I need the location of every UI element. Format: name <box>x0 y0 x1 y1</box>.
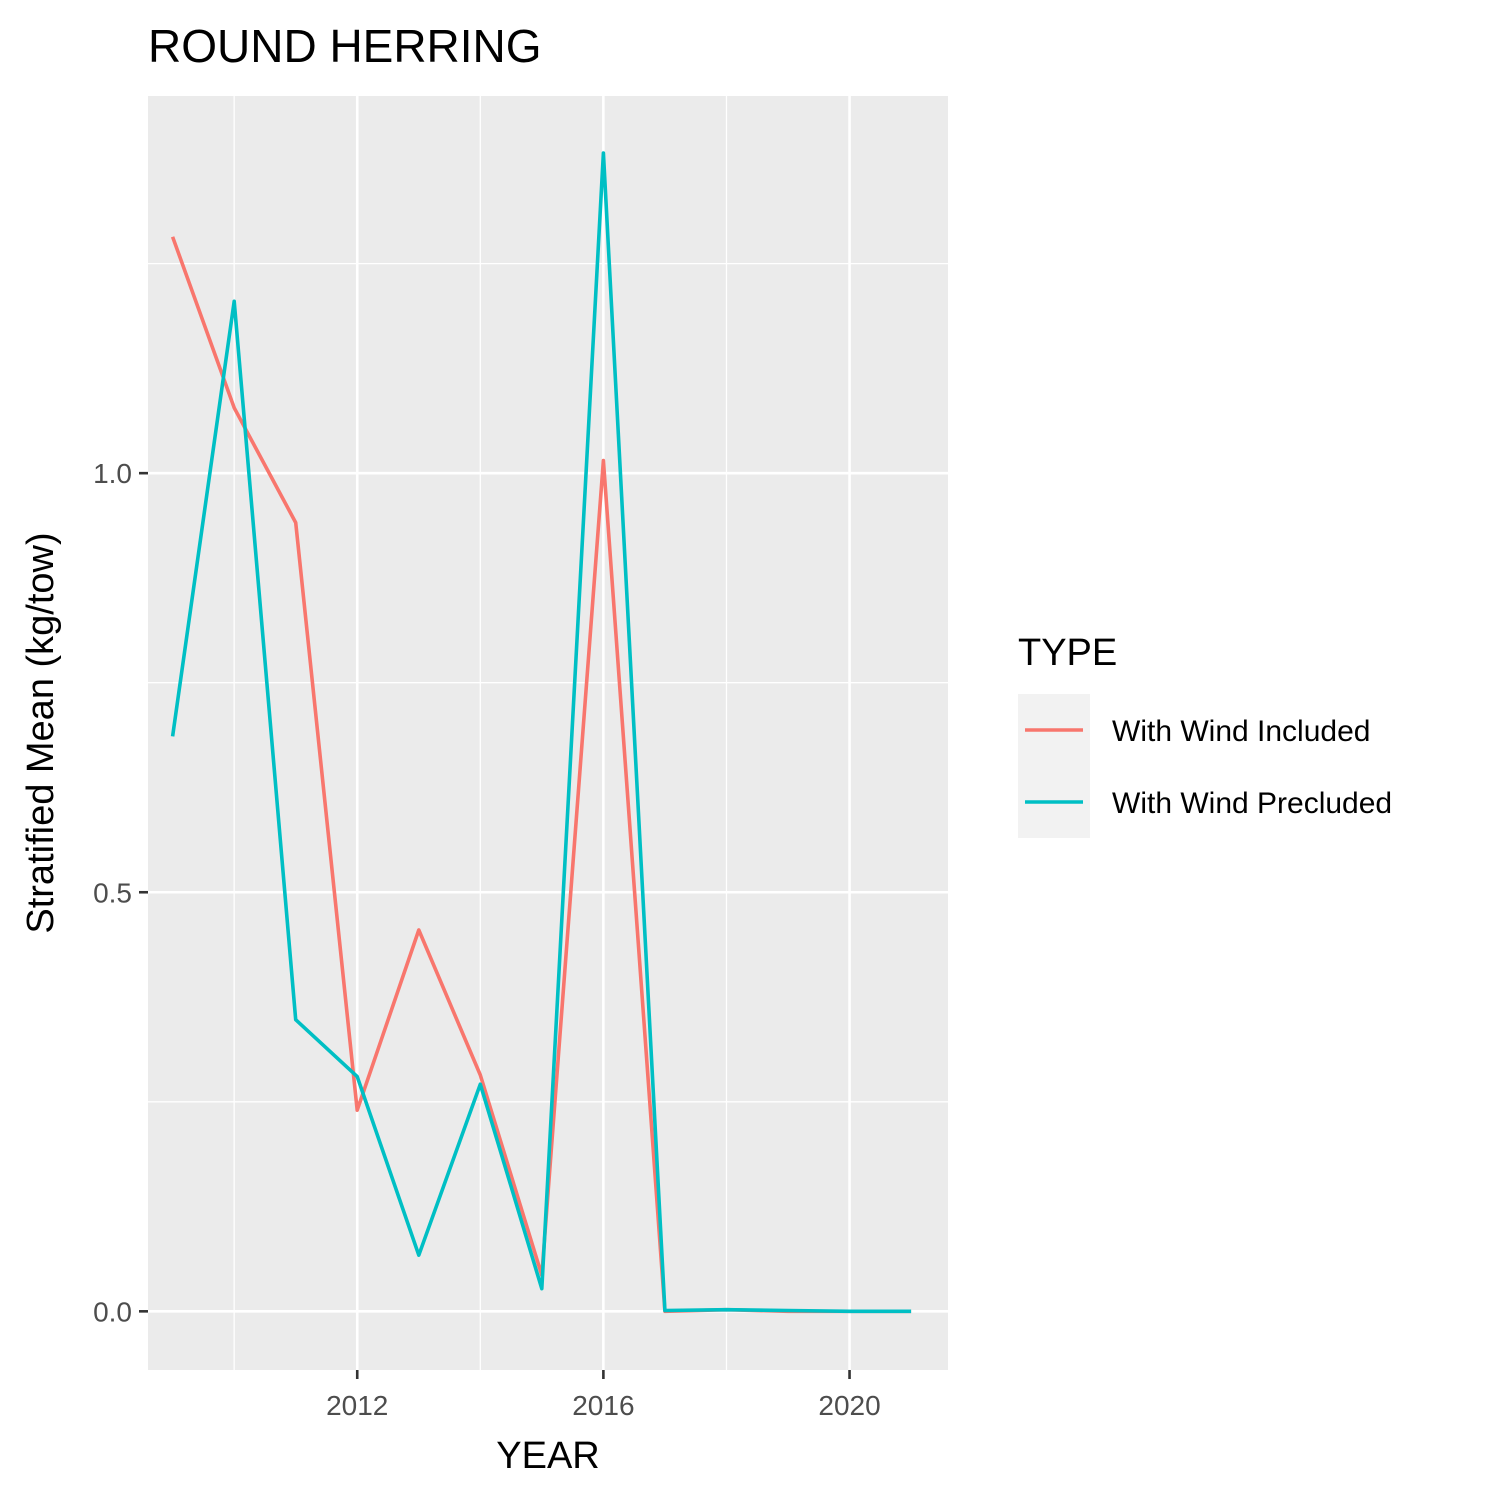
legend-label-0: With Wind Included <box>1112 715 1370 748</box>
y-axis-title: Stratified Mean (kg/tow) <box>20 532 62 933</box>
x-tick-label-2: 2020 <box>818 1390 880 1421</box>
y-tick-label-1: 0.5 <box>93 877 132 908</box>
legend-label-1: With Wind Precluded <box>1112 787 1392 820</box>
legend-key-background <box>1018 694 1090 838</box>
legend-title: TYPE <box>1018 632 1117 674</box>
chart-title: ROUND HERRING <box>148 20 542 72</box>
legend-items: With Wind Included With Wind Precluded <box>1025 715 1392 820</box>
x-axis-ticks: 2012 2016 2020 <box>326 1370 881 1421</box>
series-lines <box>170 151 912 1314</box>
y-tick-label-0: 0.0 <box>93 1296 132 1327</box>
x-tick-label-0: 2012 <box>326 1390 388 1421</box>
x-tick-label-1: 2016 <box>572 1390 634 1421</box>
legend: TYPE With Wind Included With Wind Preclud… <box>1018 632 1392 838</box>
x-axis-title: YEAR <box>496 1435 599 1477</box>
series-line-1 <box>170 151 912 1314</box>
y-tick-label-2: 1.0 <box>93 458 132 489</box>
y-axis-ticks: 0.0 0.5 1.0 <box>93 458 148 1327</box>
